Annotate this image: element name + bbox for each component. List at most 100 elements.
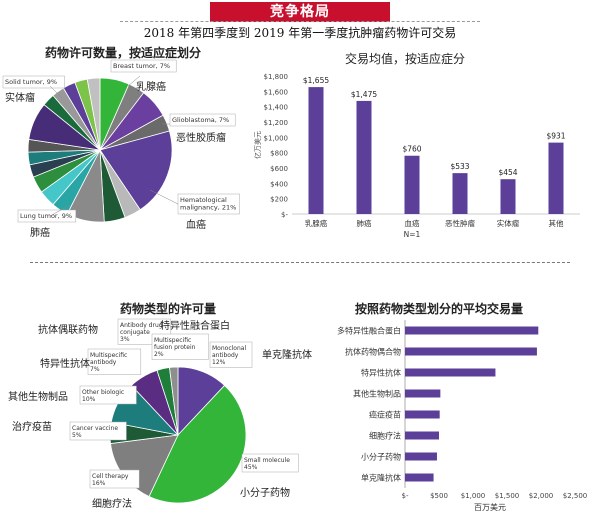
hbar-modality-category: 癌症疫苗 [369, 410, 401, 420]
bar-indication-title: 交易均值，按适应症分 [345, 52, 466, 66]
leader-line [127, 75, 141, 87]
pie-indication-label: Glioblastoma, 7% [172, 116, 229, 124]
hbar-modality-xtick: $1,000 [461, 492, 486, 500]
pie-modality-slice-multispecific-fusion-protein [169, 366, 179, 436]
bar-indication-bar [404, 155, 420, 214]
pie-modality-label-box [117, 318, 172, 345]
pie-modality-label: Multispecific fusion protein 2% [154, 337, 196, 358]
hbar-modality-xtick: $1,500 [495, 492, 520, 500]
bar-indication-ytick: $1,800 [264, 73, 289, 81]
pie-modality-label: Antibody drug conjugate 3% [120, 322, 163, 343]
hbar-modality-category: 抗体药物偶合物 [345, 347, 401, 357]
pie-modality-label-cn: 小分子药物 [240, 486, 290, 499]
bar-indication-value-label: $1,655 [303, 76, 329, 85]
hbar-modality-bar [405, 347, 537, 356]
bar-indication-bar [356, 100, 372, 214]
hbar-modality-xlabel: 百万美元 [474, 502, 506, 512]
hbar-modality-title: 按照药物类型划分的平均交易量 [355, 302, 524, 316]
bar-indication-category: 实体瘤 [497, 218, 520, 228]
bar-indication-ytick: $- [281, 211, 288, 219]
bar-indication-ytick: $1,200 [264, 119, 289, 127]
hbar-modality-bar [405, 368, 496, 377]
bar-indication-category: 肺癌 [357, 218, 372, 228]
pie-indication-label-box [110, 59, 177, 73]
pie-indication-label-box [17, 209, 77, 223]
bar-indication-value-label: $454 [498, 168, 517, 177]
hbar-modality-xtick: $2,000 [529, 492, 554, 500]
bar-indication-bar [308, 87, 324, 214]
pie-modality-label-cn: 特异性抗体 [40, 357, 90, 370]
bar-indication-value-label: $533 [450, 162, 469, 171]
pie-indication-label-box [169, 113, 236, 127]
pie-modality-label-cn: 单克隆抗体 [262, 348, 312, 361]
pie-indication-label: Solid tumor, 9% [5, 78, 57, 86]
pie-indication-label-cn: 血癌 [186, 218, 206, 231]
hbar-modality-category: 单克隆抗体 [361, 473, 401, 483]
hbar-modality-bar [405, 452, 437, 461]
banner: 竞争格局 [210, 2, 390, 22]
pie-modality-label-box [87, 348, 142, 375]
top-dashed-line [120, 21, 480, 22]
pie-modality-label-box [69, 421, 127, 441]
bar-indication-value-label: $931 [546, 132, 565, 141]
hbar-modality-bar [405, 326, 539, 335]
leader-line [49, 204, 71, 217]
bar-indication-category: 恶性肿瘤 [445, 218, 475, 228]
pie-modality-label: Cancer vaccine 5% [72, 425, 118, 439]
pie-modality-label-box [209, 341, 253, 368]
leader-line [49, 85, 63, 99]
bar-indication-ylabel: 亿万美元 [253, 131, 262, 159]
pie-indication-label-cn: 恶性胶质瘤 [176, 131, 226, 144]
hbar-modality-bar [405, 473, 434, 482]
page-subtitle: 2018 年第四季度到 2019 年第一季度抗肿瘤药物许可交易 [143, 26, 457, 40]
hbar-modality-bar [405, 410, 440, 419]
bar-indication-ytick: $1,400 [264, 104, 289, 112]
bar-indication-ytick: $200 [270, 196, 288, 204]
pie-modality-label-cn: 治疗疫苗 [12, 420, 52, 433]
bar-indication-ytick: $400 [270, 180, 288, 188]
leader-line [149, 189, 179, 205]
pie-modality-label-box [79, 385, 137, 405]
bar-indication-bar [452, 173, 468, 214]
pie-indication-slice-hematological-malignancy [99, 130, 173, 211]
pie-modality-label: Other biologic 10% [82, 389, 124, 403]
bar-indication-ytick: $1,000 [264, 134, 289, 142]
section-divider [30, 262, 570, 263]
hbar-modality-bar [405, 389, 441, 398]
hbar-modality-xtick: $- [402, 492, 409, 500]
hbar-modality-category: 细胞疗法 [369, 431, 401, 441]
pie-modality-label-box [89, 469, 140, 489]
pie-modality-label: Small molecule 45% [244, 457, 290, 471]
hbar-modality-bar [405, 431, 439, 440]
bar-indication-value-label: $760 [402, 145, 421, 154]
pie-indication-label-cn: 肺癌 [30, 226, 50, 239]
bar-indication-category: 其他 [549, 218, 564, 228]
hbar-modality-category: 小分子药物 [361, 452, 401, 462]
pie-modality-label-cn: 特异性融合蛋白 [160, 319, 230, 332]
pie-indication-label: Breast tumor, 7% [113, 62, 170, 70]
pie-indication-label-cn: 乳腺癌 [136, 80, 166, 93]
pie-modality-label-cn: 其他生物制品 [8, 390, 68, 403]
pie-indication-slice-other-15 [86, 77, 101, 151]
bar-indication-bar [500, 179, 516, 214]
hbar-modality-xtick: $500 [430, 492, 448, 500]
pie-modality-label-cn: 细胞疗法 [92, 497, 132, 510]
hbar-modality-category: 多特异性融合蛋白 [337, 326, 401, 336]
pie-indication-label-cn: 实体瘤 [5, 91, 35, 104]
bar-indication-ytick: $600 [270, 165, 288, 173]
pie-modality-label-cn: 抗体偶联药物 [38, 323, 98, 336]
hbar-modality-xtick: $2,500 [563, 492, 588, 500]
pie-modality-title: 药物类型的许可量 [120, 302, 217, 316]
hbar-modality-category: 其他生物制品 [353, 389, 401, 399]
pie-modality-slice-small-molecule [148, 384, 247, 504]
pie-indication-title: 药物许可数量，按适应症划分 [45, 46, 202, 60]
bar-indication-category: 血癌 [405, 218, 420, 228]
pie-modality-label: Multispecific antibody 7% [90, 352, 127, 373]
pie-modality-label: Cell therapy 16% [92, 473, 129, 487]
pie-modality-label: Monoclonal antibody 12% [212, 345, 246, 366]
pie-modality-label-box [151, 333, 209, 360]
bar-indication-value-label: $1,475 [351, 90, 377, 99]
bar-indication-bar [548, 142, 564, 214]
